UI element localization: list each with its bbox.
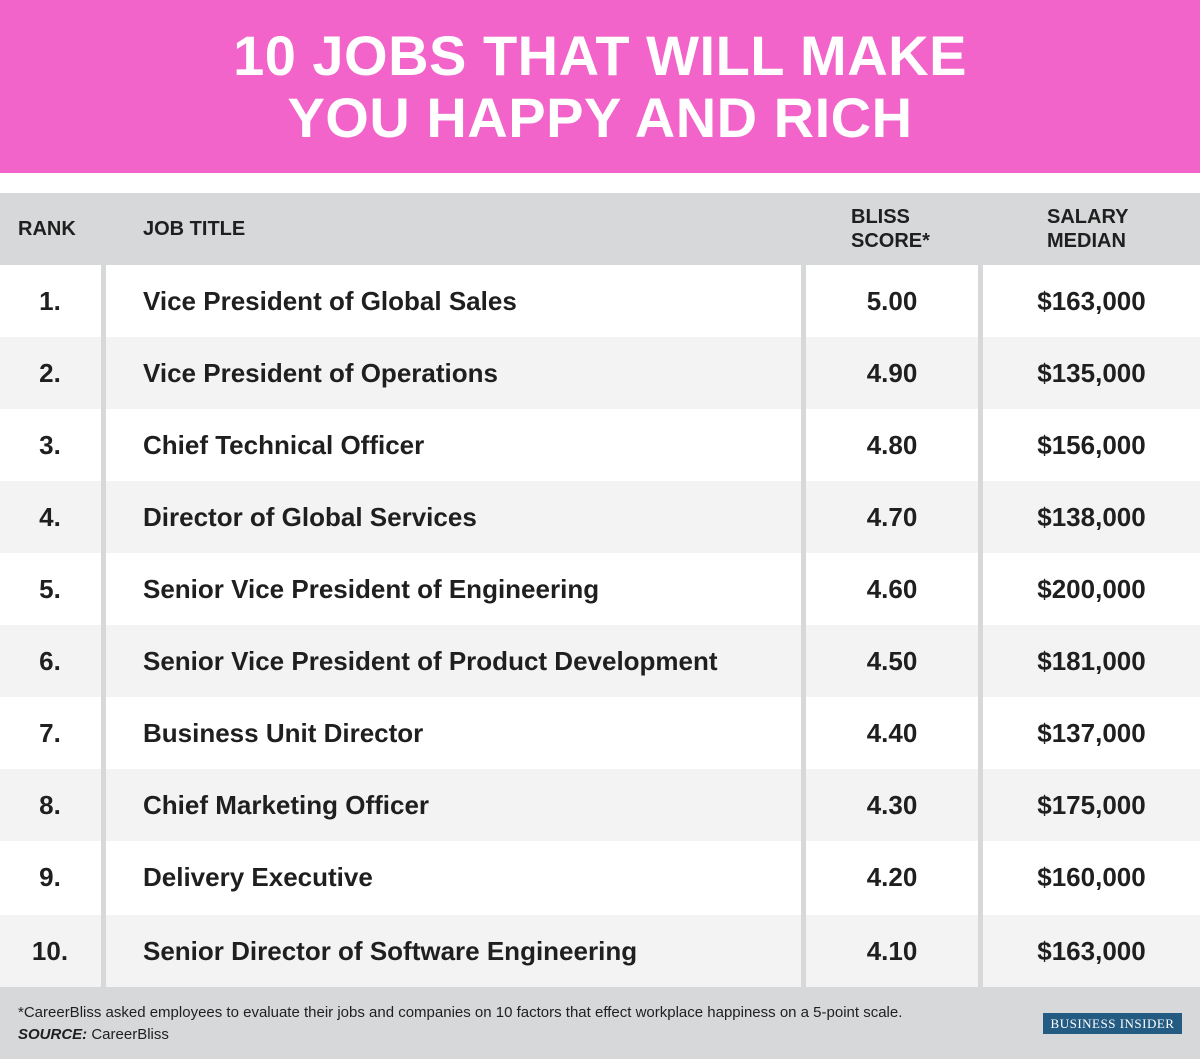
rank-cell: 3. bbox=[39, 429, 61, 460]
table-row: 2. Vice President of Operations 4.90 $135,0… bbox=[0, 337, 1200, 409]
bliss-score-cell: 4.20 bbox=[866, 861, 918, 892]
salary-cell: $163,000 bbox=[1037, 285, 1146, 316]
job-title-cell: Vice President of Global Sales bbox=[143, 285, 517, 316]
table-row: 3. Chief Technical Officer 4.80 $156,000 bbox=[0, 409, 1200, 481]
table-row: 8. Chief Marketing Officer 4.30 $175,000 bbox=[0, 769, 1200, 841]
bliss-score-cell: 5.00 bbox=[866, 285, 918, 316]
job-title-cell: Vice President of Operations bbox=[143, 357, 498, 388]
salary-cell: $175,000 bbox=[1037, 789, 1146, 820]
column-header-salary-line1: SALARY bbox=[1047, 206, 1129, 228]
salary-cell: $200,000 bbox=[1037, 573, 1146, 604]
column-divider-rank bbox=[101, 265, 106, 987]
salary-cell: $135,000 bbox=[1037, 357, 1146, 388]
rank-cell: 8. bbox=[39, 789, 61, 820]
salary-cell: $160,000 bbox=[1037, 861, 1146, 892]
rank-cell: 7. bbox=[39, 717, 61, 748]
bliss-score-cell: 4.50 bbox=[866, 645, 918, 676]
source-line: SOURCE: CareerBliss bbox=[18, 1026, 169, 1043]
bliss-score-cell: 4.40 bbox=[866, 717, 918, 748]
table-row: 1. Vice President of Global Sales 5.00 $163… bbox=[0, 265, 1200, 337]
table-row: 6. Senior Vice President of Product Devel… bbox=[0, 625, 1200, 697]
bliss-score-cell: 4.80 bbox=[866, 429, 918, 460]
job-title-cell: Chief Technical Officer bbox=[143, 429, 425, 460]
table-body: 1. Vice President of Global Sales 5.00 $163… bbox=[0, 265, 1200, 987]
column-header-salary-median: SALARY MEDIAN bbox=[1047, 193, 1157, 265]
salary-cell: $156,000 bbox=[1037, 429, 1146, 460]
business-insider-logo: BUSINESS INSIDER bbox=[1043, 1013, 1182, 1034]
column-header-bliss-score-line2: SCORE* bbox=[851, 230, 930, 252]
bliss-score-cell: 4.60 bbox=[866, 573, 918, 604]
table-row: 4. Director of Global Services 4.70 $138,00… bbox=[0, 481, 1200, 553]
chart-title: 10 JOBS THAT WILL MAKE YOU HAPPY AND RIC… bbox=[233, 23, 967, 149]
table-row: 10. Senior Director of Software Engineeri… bbox=[0, 915, 1200, 987]
source-value: CareerBliss bbox=[91, 1026, 169, 1043]
job-title-cell: Senior Vice President of Engineering bbox=[143, 573, 600, 604]
rank-cell: 4. bbox=[39, 501, 61, 532]
table-row: 9. Delivery Executive 4.20 $160,000 bbox=[0, 841, 1200, 913]
bliss-score-cell: 4.10 bbox=[866, 935, 918, 966]
table-row: 5. Senior Vice President of Engineering 4.… bbox=[0, 553, 1200, 625]
job-title-cell: Director of Global Services bbox=[143, 501, 477, 532]
salary-cell: $137,000 bbox=[1037, 717, 1146, 748]
column-header-job-title: JOB TITLE bbox=[143, 218, 246, 240]
bliss-score-cell: 4.90 bbox=[866, 357, 918, 388]
salary-cell: $163,000 bbox=[1037, 935, 1146, 966]
job-title-cell: Business Unit Director bbox=[143, 717, 424, 748]
column-divider-title bbox=[801, 265, 806, 987]
title-banner: 10 JOBS THAT WILL MAKE YOU HAPPY AND RIC… bbox=[0, 0, 1200, 173]
bliss-score-cell: 4.70 bbox=[866, 501, 918, 532]
column-header-bliss-score: BLISS SCORE* bbox=[851, 193, 961, 265]
table-row: 7. Business Unit Director 4.40 $137,000 bbox=[0, 697, 1200, 769]
rank-cell: 2. bbox=[39, 357, 61, 388]
rank-cell: 5. bbox=[39, 573, 61, 604]
table-header: RANK JOB TITLE BLISS SCORE* SALARY MEDIA… bbox=[0, 193, 1200, 265]
rank-cell: 6. bbox=[39, 645, 61, 676]
salary-cell: $138,000 bbox=[1037, 501, 1146, 532]
rank-cell: 1. bbox=[39, 285, 61, 316]
column-header-salary-line2: MEDIAN bbox=[1047, 230, 1126, 252]
salary-cell: $181,000 bbox=[1037, 645, 1146, 676]
column-divider-score bbox=[978, 265, 983, 987]
rank-cell: 9. bbox=[39, 861, 61, 892]
job-title-cell: Senior Director of Software Engineering bbox=[143, 935, 638, 966]
job-title-cell: Chief Marketing Officer bbox=[143, 789, 430, 820]
column-header-bliss-score-line1: BLISS bbox=[851, 206, 910, 228]
bliss-score-cell: 4.30 bbox=[866, 789, 918, 820]
footer: *CareerBliss asked employees to evaluate… bbox=[0, 987, 1200, 1059]
column-header-rank: RANK bbox=[18, 218, 76, 240]
job-title-cell: Delivery Executive bbox=[143, 861, 373, 892]
footnote: *CareerBliss asked employees to evaluate… bbox=[18, 1004, 903, 1021]
rank-cell: 10. bbox=[31, 935, 69, 966]
job-title-cell: Senior Vice President of Product Develop… bbox=[143, 645, 718, 676]
source-label: SOURCE: bbox=[18, 1026, 88, 1043]
